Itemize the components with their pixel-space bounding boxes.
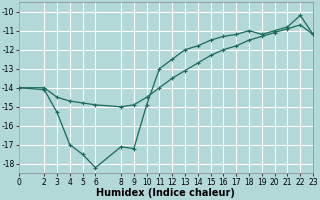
X-axis label: Humidex (Indice chaleur): Humidex (Indice chaleur): [96, 188, 235, 198]
